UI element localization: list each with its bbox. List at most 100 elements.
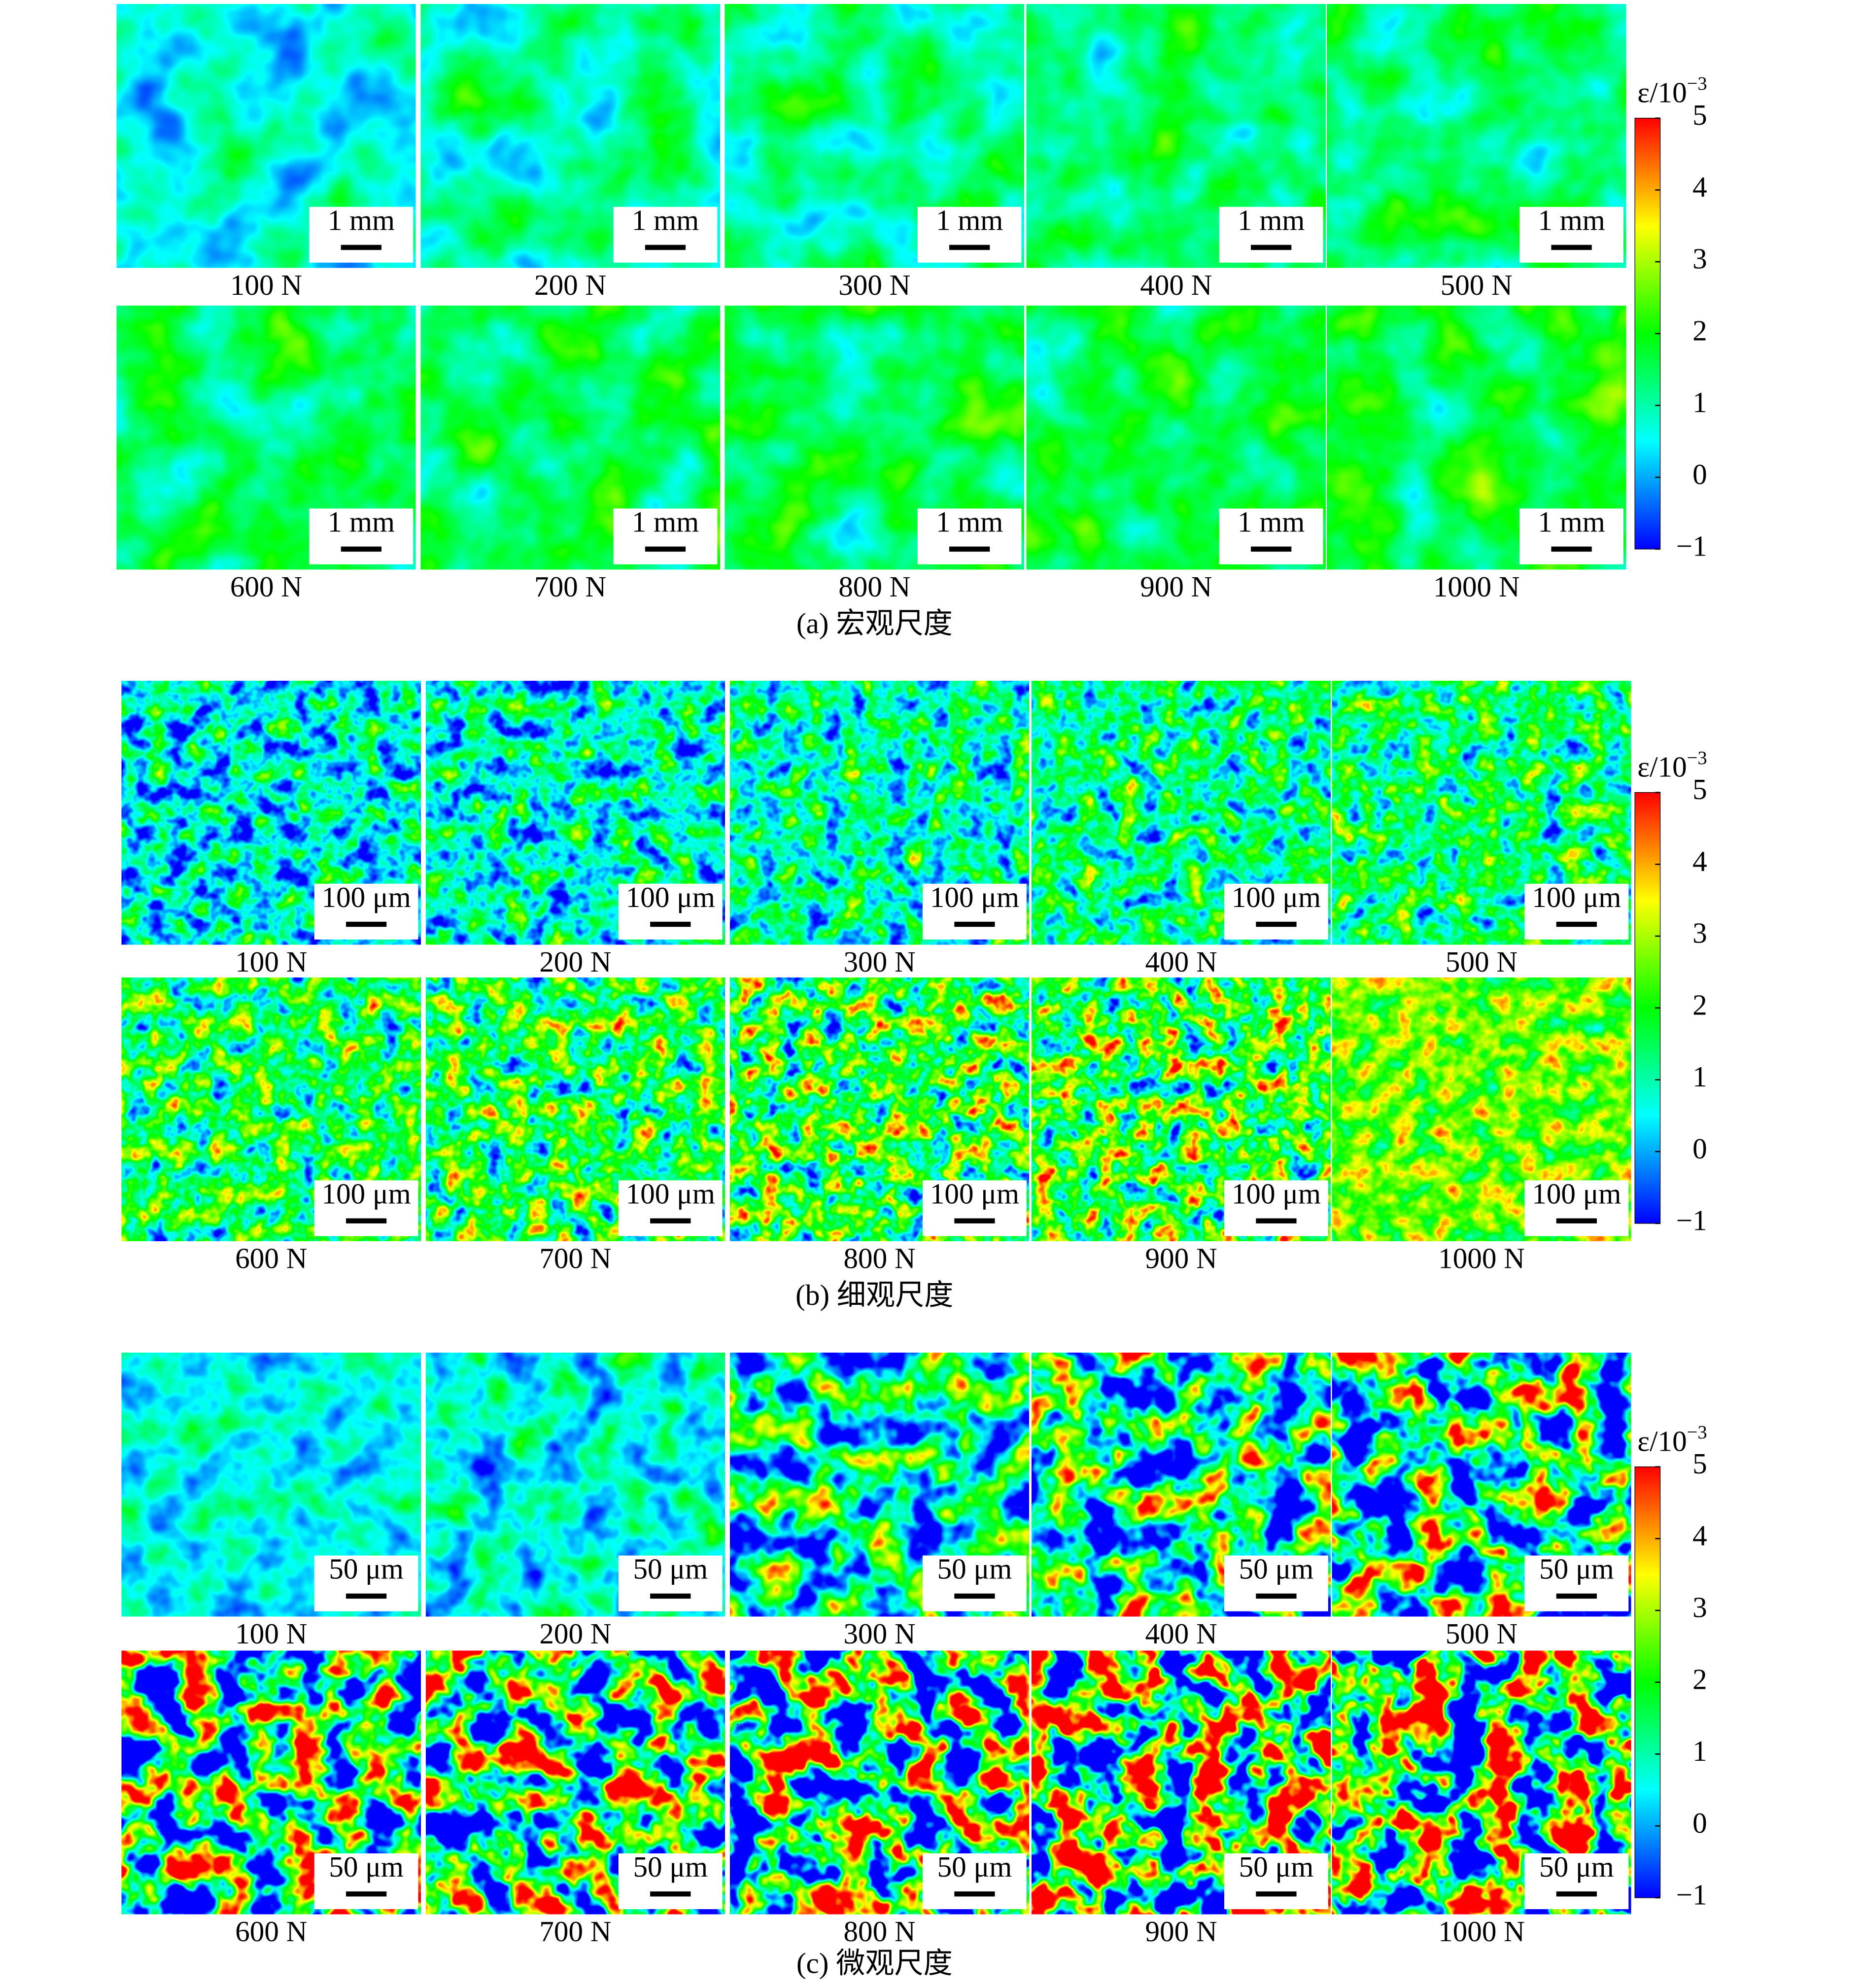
- load-label: 700 N: [534, 570, 606, 603]
- scale-bar-box: [1224, 1180, 1328, 1236]
- scale-bar-label: 100 μm: [1232, 1178, 1321, 1210]
- scale-bar-label: 100 μm: [930, 881, 1019, 913]
- load-label: 800 N: [843, 1915, 915, 1948]
- colorbar-tick-label: 5: [1692, 99, 1707, 131]
- scale-bar-box: [618, 1555, 723, 1611]
- scale-bar-label: 100 μm: [1532, 881, 1621, 913]
- load-label: 500 N: [1446, 945, 1518, 978]
- panel-caption: (a) 宏观尺度: [796, 607, 953, 639]
- colorbar-tick-label: −1: [1676, 530, 1707, 562]
- colorbar-tick-label: 3: [1692, 917, 1707, 949]
- colorbar-tick-label: 2: [1692, 988, 1707, 1021]
- load-label: 600 N: [235, 1242, 307, 1275]
- scale-bar-label: 100 μm: [626, 881, 715, 913]
- scale-bar-label: 50 μm: [937, 1553, 1012, 1585]
- scale-bar-box: [618, 1853, 723, 1910]
- scale-bar-label: 1 mm: [1538, 204, 1605, 237]
- colorbar-tick-label: 1: [1692, 1735, 1707, 1767]
- colorbar-label-text: ε/10: [1637, 76, 1687, 108]
- load-label: 400 N: [1145, 945, 1217, 978]
- scale-bar-box: [1224, 1853, 1328, 1910]
- load-label: 800 N: [843, 1242, 915, 1275]
- scale-bar-label: 50 μm: [1539, 1850, 1614, 1883]
- scale-bar-box: [1524, 1853, 1629, 1910]
- scale-bar-label: 1 mm: [328, 204, 395, 237]
- scale-bar-label: 50 μm: [1239, 1850, 1314, 1883]
- colorbar-tick-label: 4: [1692, 845, 1707, 877]
- load-label: 600 N: [230, 570, 302, 603]
- load-label: 400 N: [1140, 269, 1212, 301]
- scale-bar-label: 1 mm: [936, 204, 1003, 237]
- scale-bar-label: 50 μm: [329, 1850, 404, 1883]
- colorbar-tick-label: 2: [1692, 314, 1707, 347]
- colorbar-tick-label: −1: [1676, 1204, 1707, 1237]
- scale-bar-box: [1524, 883, 1629, 940]
- load-label: 500 N: [1441, 269, 1513, 301]
- scale-bar-box: [923, 1853, 1027, 1910]
- load-label: 200 N: [539, 945, 611, 978]
- load-label: 400 N: [1145, 1617, 1217, 1650]
- scale-bar-label: 1 mm: [936, 506, 1003, 538]
- load-label: 900 N: [1145, 1242, 1217, 1275]
- load-label: 500 N: [1446, 1617, 1518, 1650]
- scale-bar-box: [613, 207, 718, 263]
- load-label: 700 N: [539, 1242, 611, 1275]
- scale-bar-label: 100 μm: [322, 881, 411, 913]
- load-label: 200 N: [534, 269, 606, 301]
- scale-bar-label: 50 μm: [633, 1850, 708, 1883]
- load-label: 900 N: [1140, 570, 1212, 603]
- scale-bar-box: [917, 207, 1022, 263]
- scale-bar-box: [923, 1180, 1027, 1236]
- scale-bar-label: 1 mm: [1238, 204, 1305, 237]
- scale-bar-box: [917, 508, 1022, 564]
- scale-bar-label: 1 mm: [1538, 506, 1605, 538]
- scale-bar-label: 50 μm: [633, 1553, 708, 1585]
- scale-bar-label: 100 μm: [626, 1178, 715, 1210]
- scale-bar-label: 1 mm: [632, 204, 699, 237]
- scale-bar-label: 1 mm: [1238, 506, 1305, 538]
- scale-bar-box: [1224, 1555, 1328, 1611]
- scale-bar-box: [1524, 1555, 1629, 1611]
- scale-bar-label: 100 μm: [1532, 1178, 1621, 1210]
- scale-bar-label: 50 μm: [1539, 1553, 1614, 1585]
- colorbar-tick-label: 0: [1692, 1807, 1707, 1839]
- colorbar-tick-label: 1: [1692, 386, 1707, 419]
- scale-bar-label: 50 μm: [937, 1850, 1012, 1883]
- load-label: 300 N: [843, 1617, 915, 1650]
- scale-bar-box: [923, 1555, 1027, 1611]
- load-label: 100 N: [235, 1617, 307, 1650]
- load-label: 200 N: [539, 1617, 611, 1650]
- scale-bar-box: [618, 1180, 723, 1236]
- scale-bar-box: [314, 1853, 418, 1910]
- load-label: 300 N: [843, 945, 915, 978]
- scale-bar-label: 1 mm: [328, 506, 395, 538]
- scale-bar-box: [923, 883, 1027, 940]
- panel-caption: (b) 细观尺度: [795, 1279, 953, 1311]
- colorbar-label: ε/10−3: [1637, 748, 1707, 783]
- load-label: 100 N: [230, 269, 302, 301]
- scale-bar-label: 100 μm: [1232, 881, 1321, 913]
- scale-bar-box: [309, 207, 414, 263]
- load-label: 1000 N: [1433, 570, 1520, 603]
- scale-bar-box: [618, 883, 723, 940]
- scale-bar-box: [613, 508, 718, 564]
- colorbar-tick-label: 0: [1692, 458, 1707, 490]
- colorbar-tick-label: 4: [1692, 1519, 1707, 1552]
- colorbar-label: ε/10−3: [1637, 1422, 1707, 1457]
- panel-caption: (c) 微观尺度: [796, 1947, 953, 1979]
- scale-bar-box: [314, 1180, 418, 1236]
- scale-bar-label: 50 μm: [329, 1553, 404, 1585]
- colorbar-tick-label: 5: [1692, 773, 1707, 805]
- scale-bar-box: [1219, 207, 1323, 263]
- load-label: 900 N: [1145, 1915, 1217, 1948]
- scale-bar-box: [1224, 883, 1328, 940]
- load-label: 300 N: [838, 269, 910, 301]
- scale-bar-box: [1519, 508, 1623, 564]
- colorbar-tick-label: 5: [1692, 1447, 1707, 1480]
- load-label: 1000 N: [1438, 1242, 1525, 1275]
- scale-bar-label: 50 μm: [1239, 1553, 1314, 1585]
- scale-bar-box: [309, 508, 414, 564]
- scale-bar-box: [314, 883, 418, 940]
